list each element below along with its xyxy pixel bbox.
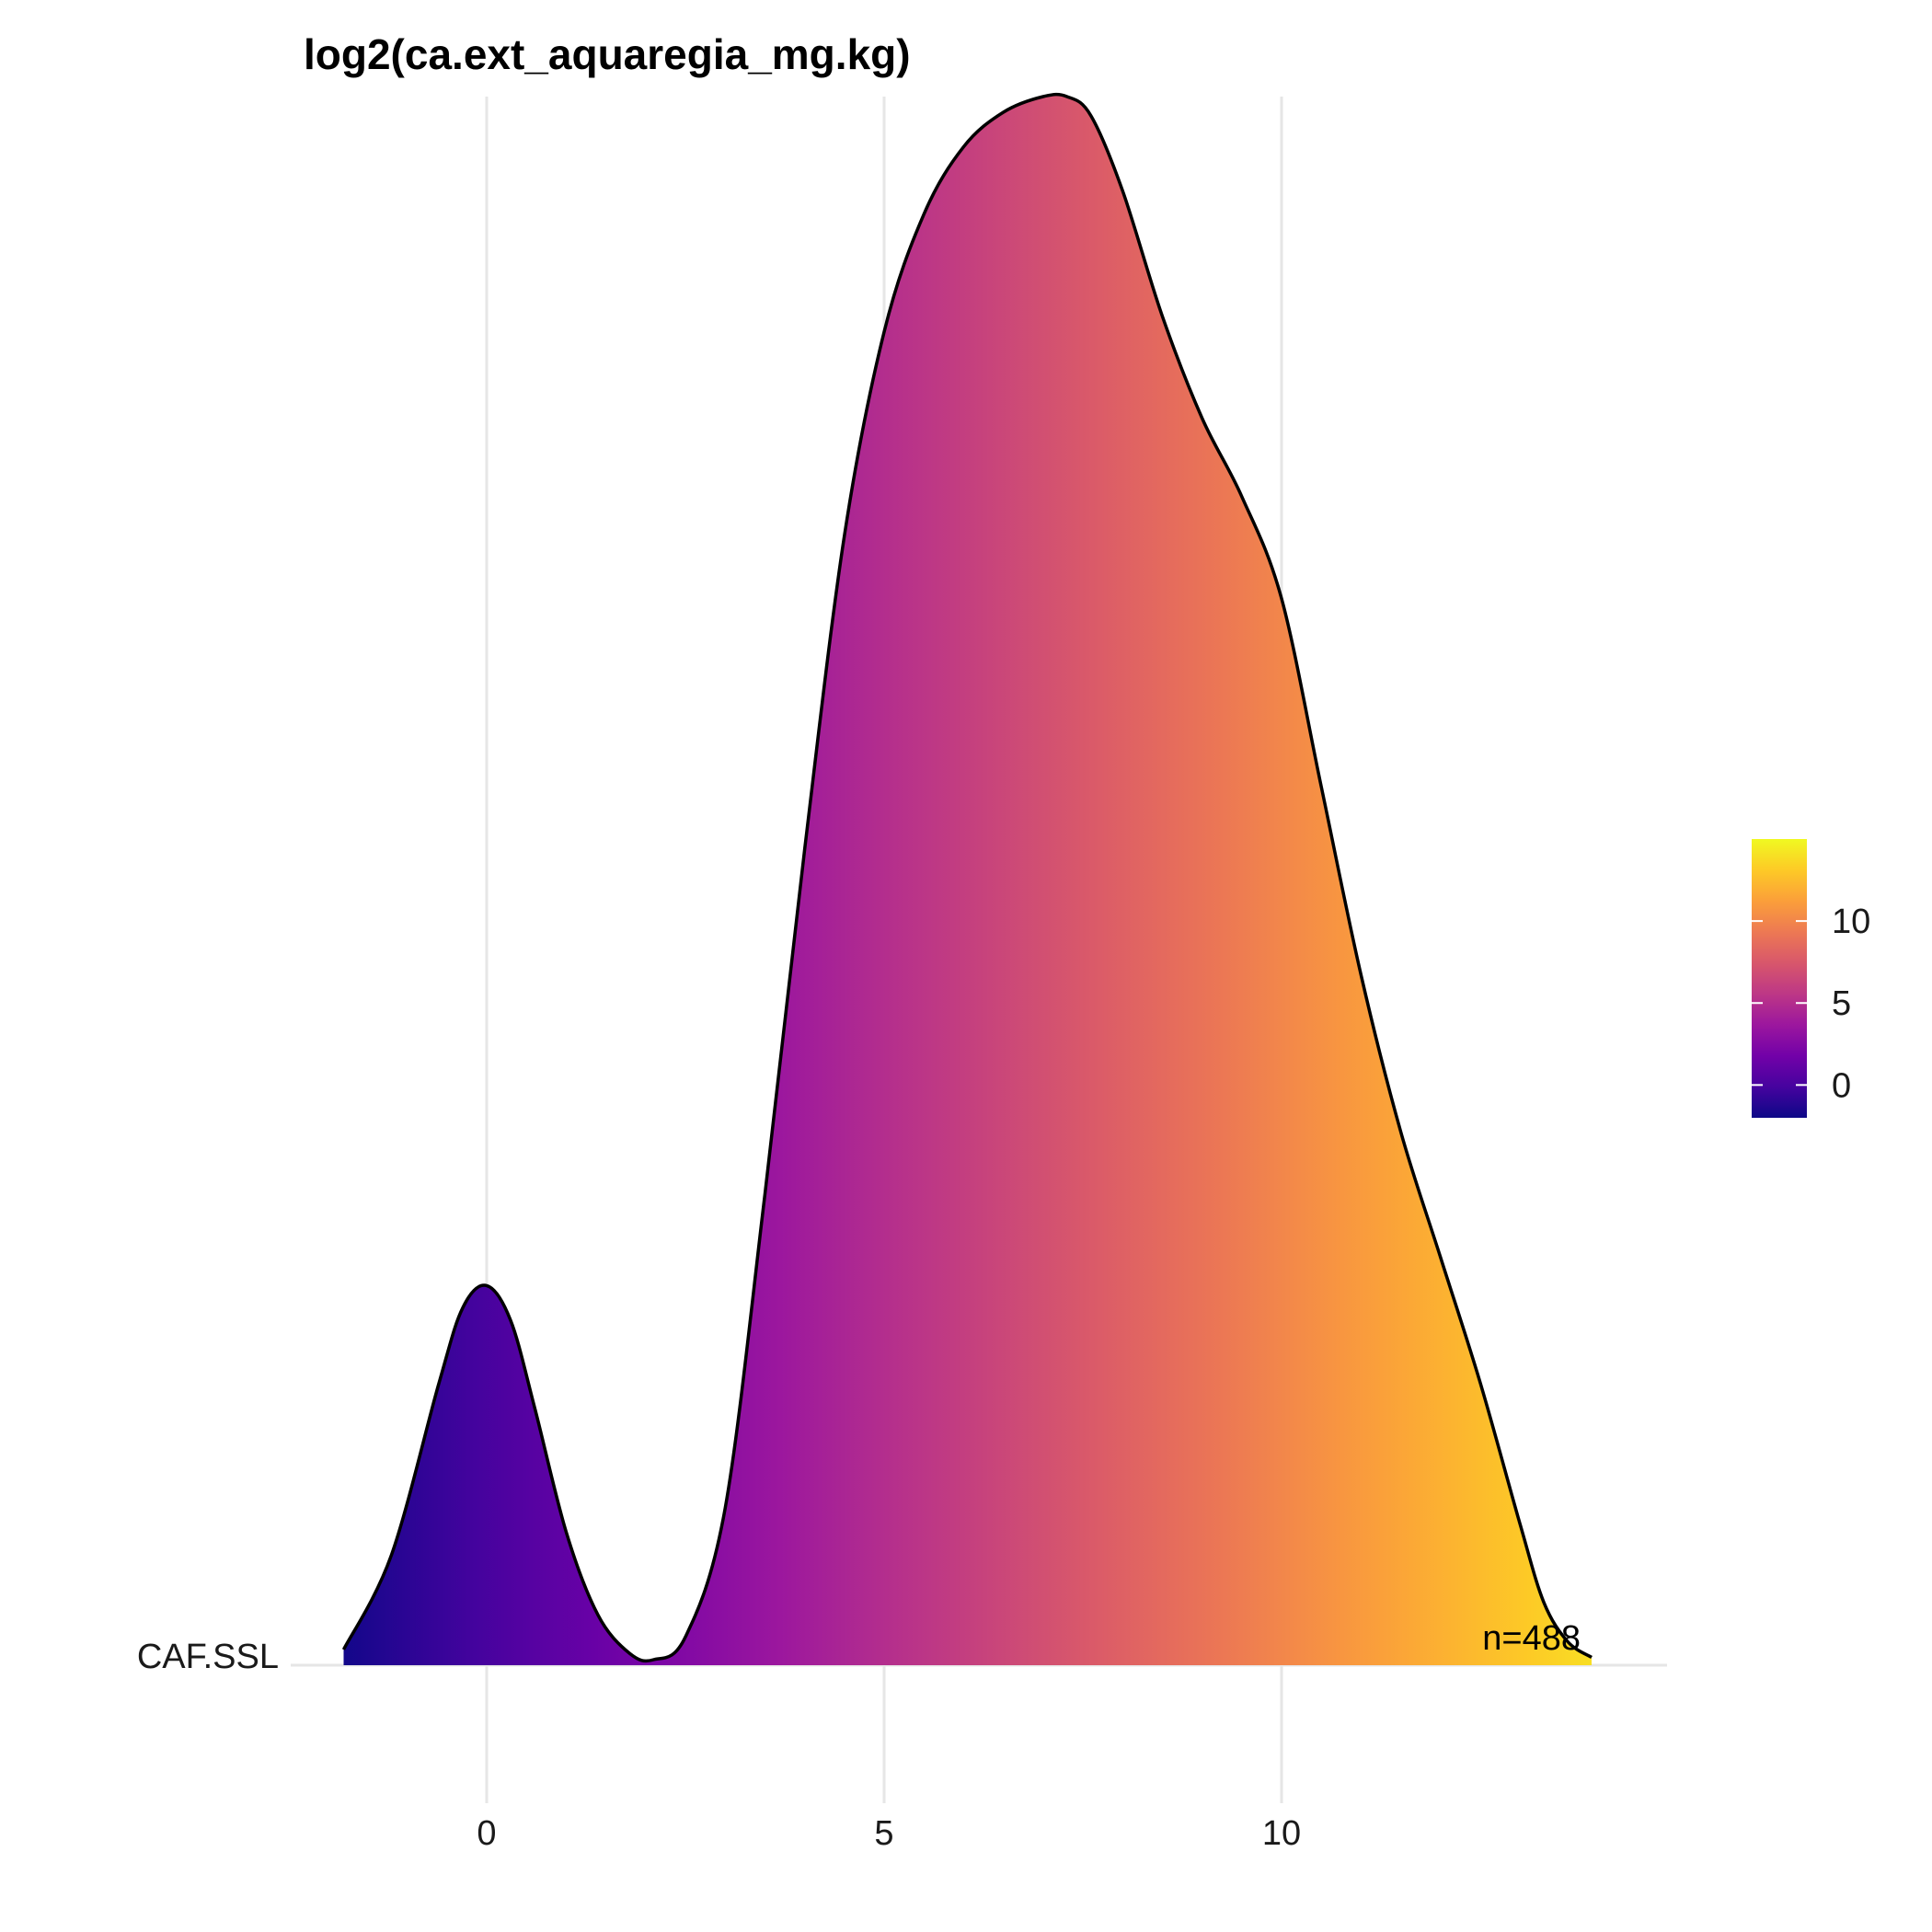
chart-title: log2(ca.ext_aquaregia_mg.kg) [304, 30, 911, 78]
x-axis-ticks: 0 5 10 [477, 1814, 1301, 1853]
color-legend: 0 5 10 [1752, 839, 1870, 1118]
legend-tick-label-0: 0 [1832, 1066, 1851, 1105]
legend-colorbar [1752, 839, 1807, 1118]
density-line [341, 92, 1593, 1663]
x-tick-label-1: 5 [874, 1814, 893, 1853]
x-tick-label-2: 10 [1262, 1814, 1301, 1853]
legend-tick-label-1: 5 [1832, 984, 1851, 1023]
category-label: CAF.SSL [137, 1638, 279, 1676]
plot-area [341, 92, 1593, 1666]
x-tick-label-0: 0 [477, 1814, 496, 1853]
density-area-fill [343, 94, 1592, 1666]
sample-count-annotation: n=488 [1482, 1619, 1581, 1658]
legend-tick-label-2: 10 [1832, 903, 1870, 941]
